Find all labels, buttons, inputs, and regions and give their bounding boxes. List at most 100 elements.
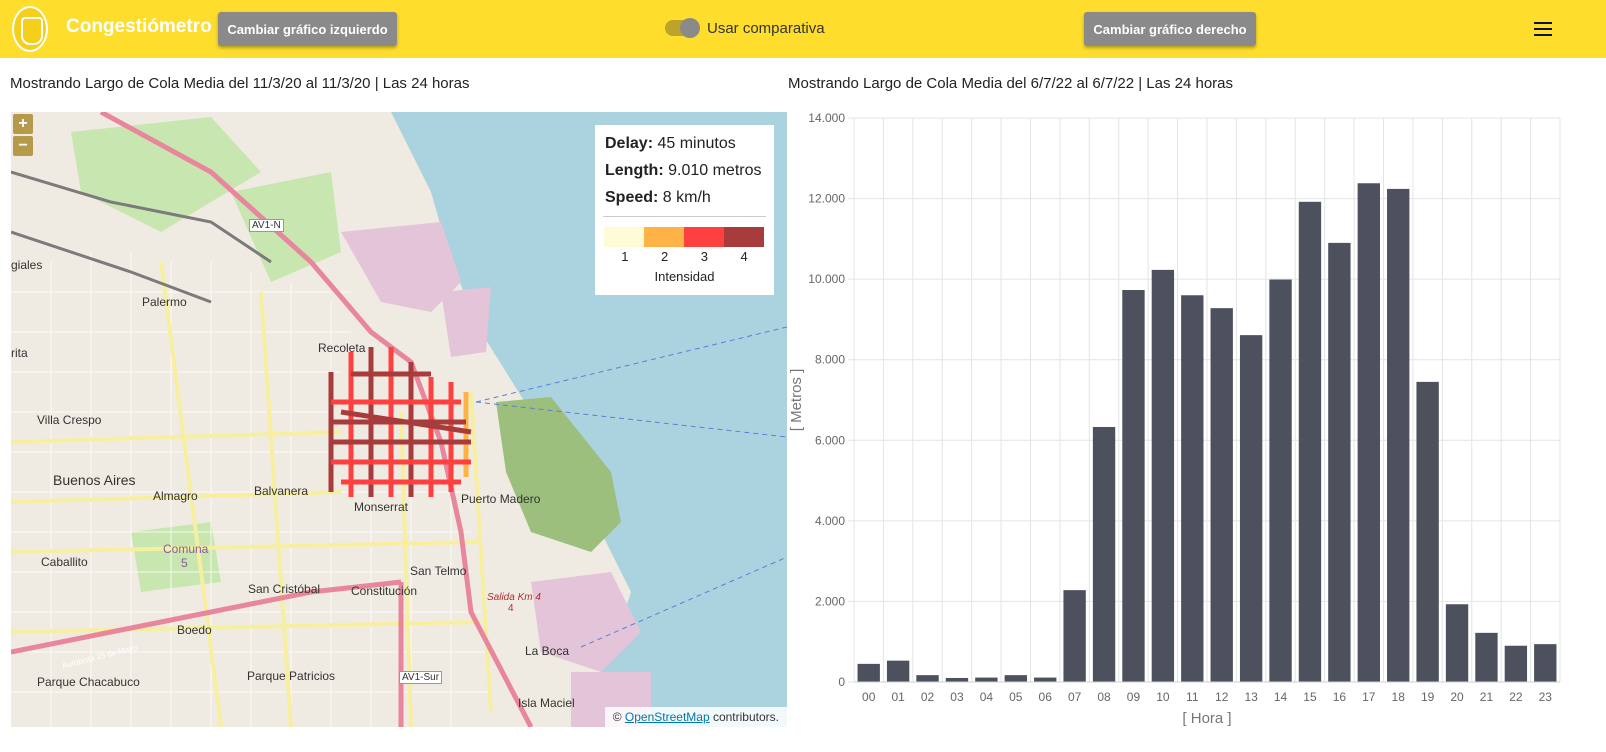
x-tick-label: 06 xyxy=(1039,690,1053,704)
comparison-toggle-label: Usar comparativa xyxy=(707,20,825,37)
y-tick-label: 8.000 xyxy=(815,353,845,367)
y-tick-label: 2.000 xyxy=(815,594,845,608)
map-attribution: © OpenStreetMap contributors. xyxy=(604,707,787,727)
change-left-chart-button[interactable]: Cambiar gráfico izquierdo xyxy=(218,12,397,46)
info-divider xyxy=(603,216,766,217)
bar-06 xyxy=(1034,677,1057,682)
map-label-palermo: Palermo xyxy=(142,295,187,309)
intensity-legend-title: Intensidad xyxy=(654,269,715,284)
bar-13 xyxy=(1239,335,1263,682)
bar-14 xyxy=(1269,279,1292,682)
map-label-salida: Salida Km 4 xyxy=(487,592,541,603)
bar-05 xyxy=(1004,675,1027,682)
x-tick-label: 08 xyxy=(1097,690,1111,704)
map-label-isla-maciel: Isla Maciel xyxy=(518,696,575,710)
comparison-toggle[interactable] xyxy=(665,18,700,38)
bar-20 xyxy=(1445,604,1469,682)
x-tick-label: 10 xyxy=(1156,690,1170,704)
toggle-knob[interactable] xyxy=(680,18,700,38)
x-tick-label: 20 xyxy=(1450,690,1464,704)
map-label-balvanera: Balvanera xyxy=(254,484,309,498)
map-label-av1n: AV1-N xyxy=(249,219,284,232)
zoom-in-button[interactable]: + xyxy=(13,114,33,134)
legend-label-2: 2 xyxy=(661,249,669,264)
x-tick-label: 22 xyxy=(1509,690,1523,704)
bar-10 xyxy=(1151,269,1175,682)
bar-19 xyxy=(1416,381,1439,682)
change-right-chart-button[interactable]: Cambiar gráfico derecho xyxy=(1084,12,1256,46)
x-tick-label: 17 xyxy=(1362,690,1376,704)
bar-02 xyxy=(916,675,939,682)
y-axis-title: [ Metros ] xyxy=(788,369,805,432)
bar-04 xyxy=(975,677,998,682)
x-tick-label: 14 xyxy=(1274,690,1288,704)
zoom-out-button[interactable]: − xyxy=(13,136,33,156)
osm-link[interactable]: OpenStreetMap xyxy=(624,710,710,724)
bar-23 xyxy=(1534,644,1557,682)
map-label-constitucion: Constitución xyxy=(351,584,418,598)
map-label-buenos-aires: Buenos Aires xyxy=(53,472,136,488)
hourly-bar-chart: 0 2.000 4.000 6.000 8.000 10.000 12.000 14.000 0… xyxy=(788,106,1606,736)
chart-canvas: 0 2.000 4.000 6.000 8.000 10.000 12.000 14.000 0… xyxy=(788,111,1561,727)
bar-17 xyxy=(1357,183,1380,682)
bar-16 xyxy=(1328,242,1351,682)
map-label-giales: giales xyxy=(11,258,43,272)
bar-22 xyxy=(1504,645,1528,682)
map-label-puerto-madero: Puerto Madero xyxy=(461,492,541,506)
x-tick-label: 12 xyxy=(1215,690,1229,704)
intensity-legend-labels: 1 2 3 4 xyxy=(605,249,764,264)
x-tick-label: 13 xyxy=(1244,690,1258,704)
map-label-parque-patricios: Parque Patricios xyxy=(247,669,336,683)
y-tick-label: 10.000 xyxy=(808,272,845,286)
map-label-caballito: Caballito xyxy=(41,555,88,569)
bar-15 xyxy=(1298,201,1322,682)
bar-03 xyxy=(945,677,969,682)
y-tick-label: 12.000 xyxy=(808,192,845,206)
menu-icon[interactable] xyxy=(1534,22,1552,36)
length-line: Length: 9.010 metros xyxy=(605,162,762,179)
map-label-almagro: Almagro xyxy=(153,489,198,503)
x-tick-label: 01 xyxy=(891,690,905,704)
map-label-san-telmo: San Telmo xyxy=(410,564,467,578)
x-tick-label: 15 xyxy=(1303,690,1317,704)
bar-07 xyxy=(1063,590,1086,682)
legend-label-3: 3 xyxy=(700,249,708,264)
bar-08 xyxy=(1092,426,1116,682)
app-title: Congestiómetro xyxy=(66,16,212,37)
city-logo-icon xyxy=(12,6,48,52)
x-tick-label: 23 xyxy=(1539,690,1553,704)
congestion-info-box: Delay: 45 minutos Length: 9.010 metros S… xyxy=(595,125,774,295)
map-label-comuna: Comuna xyxy=(163,542,209,556)
y-tick-label: 0 xyxy=(838,675,845,689)
x-tick-label: 21 xyxy=(1480,690,1494,704)
map-label-villa-crespo: Villa Crespo xyxy=(37,413,102,427)
left-panel-caption: Mostrando Largo de Cola Media del 11/3/2… xyxy=(10,75,470,92)
speed-line: Speed: 8 km/h xyxy=(605,189,711,206)
legend-swatch-4 xyxy=(724,227,764,247)
x-tick-label: 19 xyxy=(1421,690,1435,704)
intensity-legend xyxy=(604,227,764,247)
bar-01 xyxy=(886,660,910,682)
map-label-salida-num: 4 xyxy=(508,603,514,614)
legend-swatch-2 xyxy=(644,227,684,247)
y-tick-label: 6.000 xyxy=(815,433,845,447)
top-bar: Congestiómetro Cambiar gráfico izquierdo… xyxy=(0,0,1606,58)
map-label-recoleta: Recoleta xyxy=(318,341,366,355)
legend-label-4: 4 xyxy=(740,249,748,264)
legend-label-1: 1 xyxy=(621,249,629,264)
map-label-san-cristobal: San Cristóbal xyxy=(248,582,321,596)
congestion-map[interactable]: + − giales rita Palermo Recoleta Villa C… xyxy=(11,112,787,727)
bar-12 xyxy=(1210,308,1233,682)
y-tick-label: 4.000 xyxy=(815,514,845,528)
map-label-rita: rita xyxy=(11,346,28,360)
x-axis-title: [ Hora ] xyxy=(1182,710,1231,727)
x-tick-label: 05 xyxy=(1009,690,1023,704)
map-label-parque-chacabuco: Parque Chacabuco xyxy=(37,675,140,689)
legend-swatch-3 xyxy=(684,227,724,247)
map-label-boedo: Boedo xyxy=(177,623,212,637)
bar-00 xyxy=(857,663,880,682)
bar-09 xyxy=(1122,290,1145,682)
x-tick-label: 09 xyxy=(1127,690,1141,704)
bar-18 xyxy=(1387,188,1410,682)
x-tick-label: 04 xyxy=(980,690,994,704)
